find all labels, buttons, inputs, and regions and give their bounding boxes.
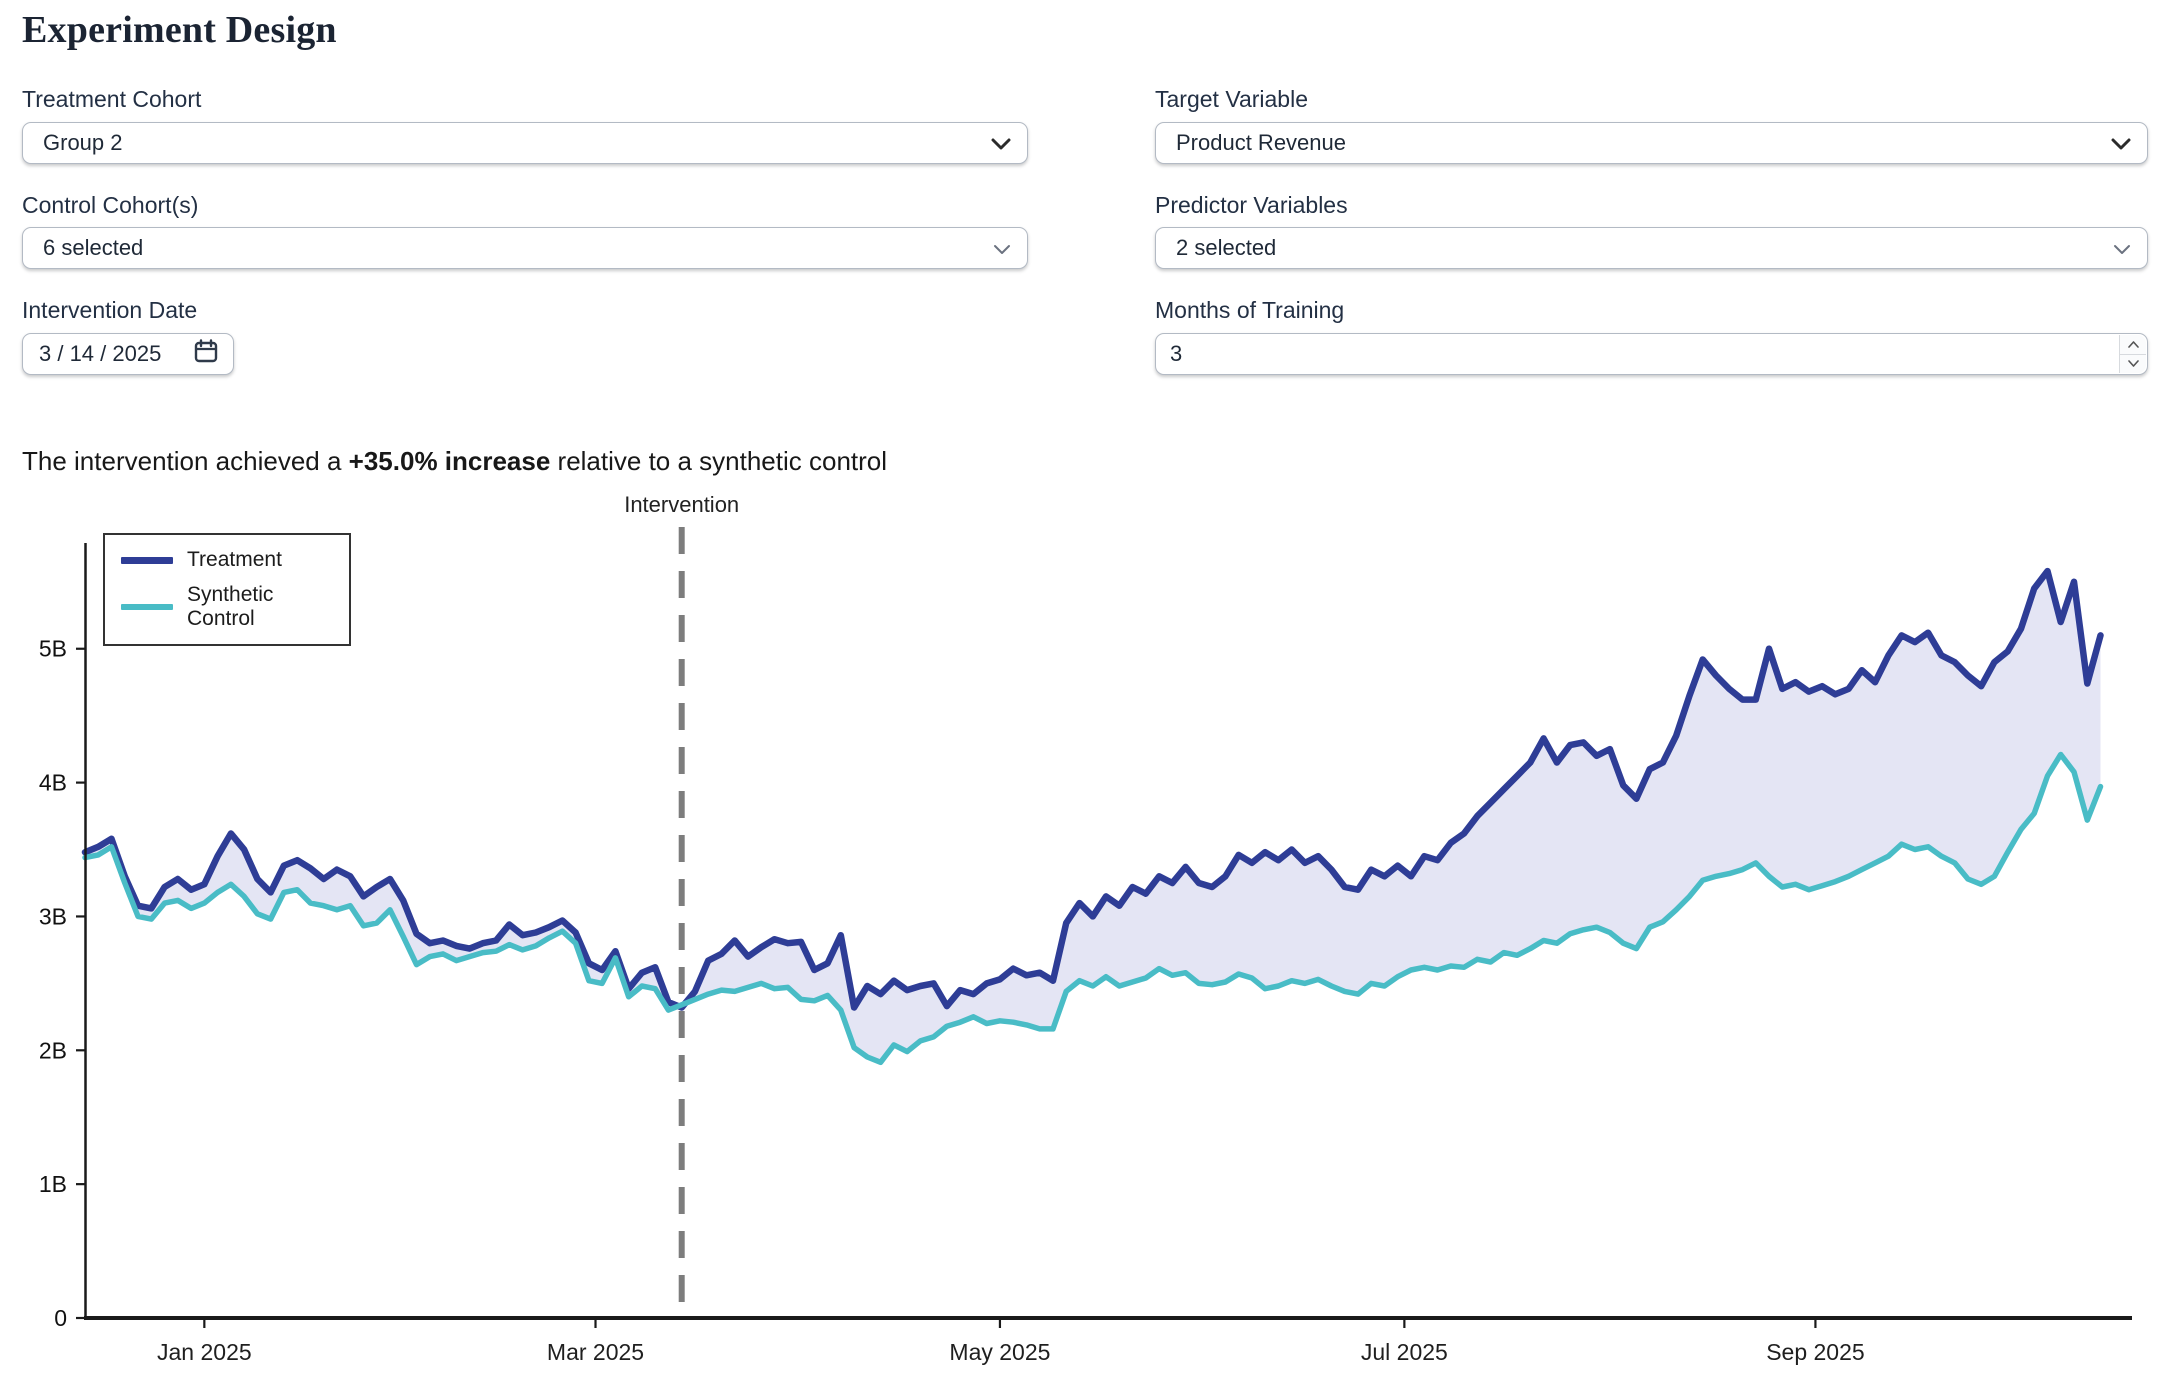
intervention-date-input[interactable]: 3 / 14 / 2025 bbox=[22, 333, 234, 375]
stepper-down-button[interactable] bbox=[2120, 354, 2146, 373]
intervention-annotation: Intervention bbox=[624, 492, 740, 517]
calendar-icon[interactable] bbox=[193, 338, 219, 370]
svg-text:Sep 2025: Sep 2025 bbox=[1766, 1339, 1864, 1365]
svg-text:Jan 2025: Jan 2025 bbox=[157, 1339, 252, 1365]
months-of-training-input[interactable]: 3 bbox=[1155, 333, 2148, 375]
target-variable-label: Target Variable bbox=[1155, 86, 1308, 112]
legend-item-synthetic-control: Synthetic Control bbox=[121, 583, 333, 631]
control-cohorts-select[interactable]: 6 selected bbox=[22, 227, 1028, 269]
treatment-cohort-select[interactable]: Group 2 bbox=[22, 122, 1028, 164]
target-variable-value: Product Revenue bbox=[1176, 130, 1346, 155]
result-headline: The intervention achieved a +35.0% incre… bbox=[22, 446, 888, 476]
chevron-down-icon bbox=[991, 130, 1011, 156]
svg-text:3B: 3B bbox=[39, 903, 67, 929]
control-cohorts-label: Control Cohort(s) bbox=[22, 192, 199, 218]
stepper-up-button[interactable] bbox=[2120, 335, 2146, 355]
treatment-cohort-value: Group 2 bbox=[43, 130, 123, 155]
months-of-training-value: 3 bbox=[1170, 341, 1183, 366]
predictor-variables-label: Predictor Variables bbox=[1155, 192, 1348, 218]
result-highlight: +35.0% increase bbox=[348, 446, 551, 476]
legend-label: Synthetic Control bbox=[187, 583, 274, 630]
svg-text:5B: 5B bbox=[39, 636, 67, 662]
legend-label: Treatment bbox=[187, 548, 282, 571]
svg-text:May 2025: May 2025 bbox=[949, 1339, 1050, 1365]
number-stepper bbox=[2119, 335, 2146, 373]
chevron-down-icon bbox=[2111, 130, 2131, 156]
intervention-date-value: 3 / 14 / 2025 bbox=[39, 341, 162, 366]
chevron-down-icon bbox=[2113, 235, 2131, 261]
treatment-line-swatch bbox=[121, 556, 173, 564]
synthetic-control-line-swatch bbox=[121, 604, 173, 610]
svg-text:Mar 2025: Mar 2025 bbox=[547, 1339, 644, 1365]
svg-text:1B: 1B bbox=[39, 1171, 67, 1197]
intervention-date-label: Intervention Date bbox=[22, 297, 198, 323]
target-variable-select[interactable]: Product Revenue bbox=[1155, 122, 2148, 164]
months-of-training-label: Months of Training bbox=[1155, 297, 1345, 323]
predictor-variables-select[interactable]: 2 selected bbox=[1155, 227, 2148, 269]
chart-legend: Treatment Synthetic Control bbox=[103, 533, 351, 646]
svg-text:2B: 2B bbox=[39, 1037, 67, 1063]
legend-item-treatment: Treatment bbox=[121, 548, 333, 572]
control-cohorts-value: 6 selected bbox=[43, 235, 144, 260]
predictor-variables-value: 2 selected bbox=[1176, 235, 1277, 260]
page-title: Experiment Design bbox=[22, 9, 337, 51]
svg-text:0: 0 bbox=[54, 1305, 67, 1331]
svg-text:4B: 4B bbox=[39, 770, 67, 796]
chevron-down-icon bbox=[993, 235, 1011, 261]
treatment-cohort-label: Treatment Cohort bbox=[22, 86, 202, 112]
svg-text:Jul 2025: Jul 2025 bbox=[1361, 1339, 1448, 1365]
